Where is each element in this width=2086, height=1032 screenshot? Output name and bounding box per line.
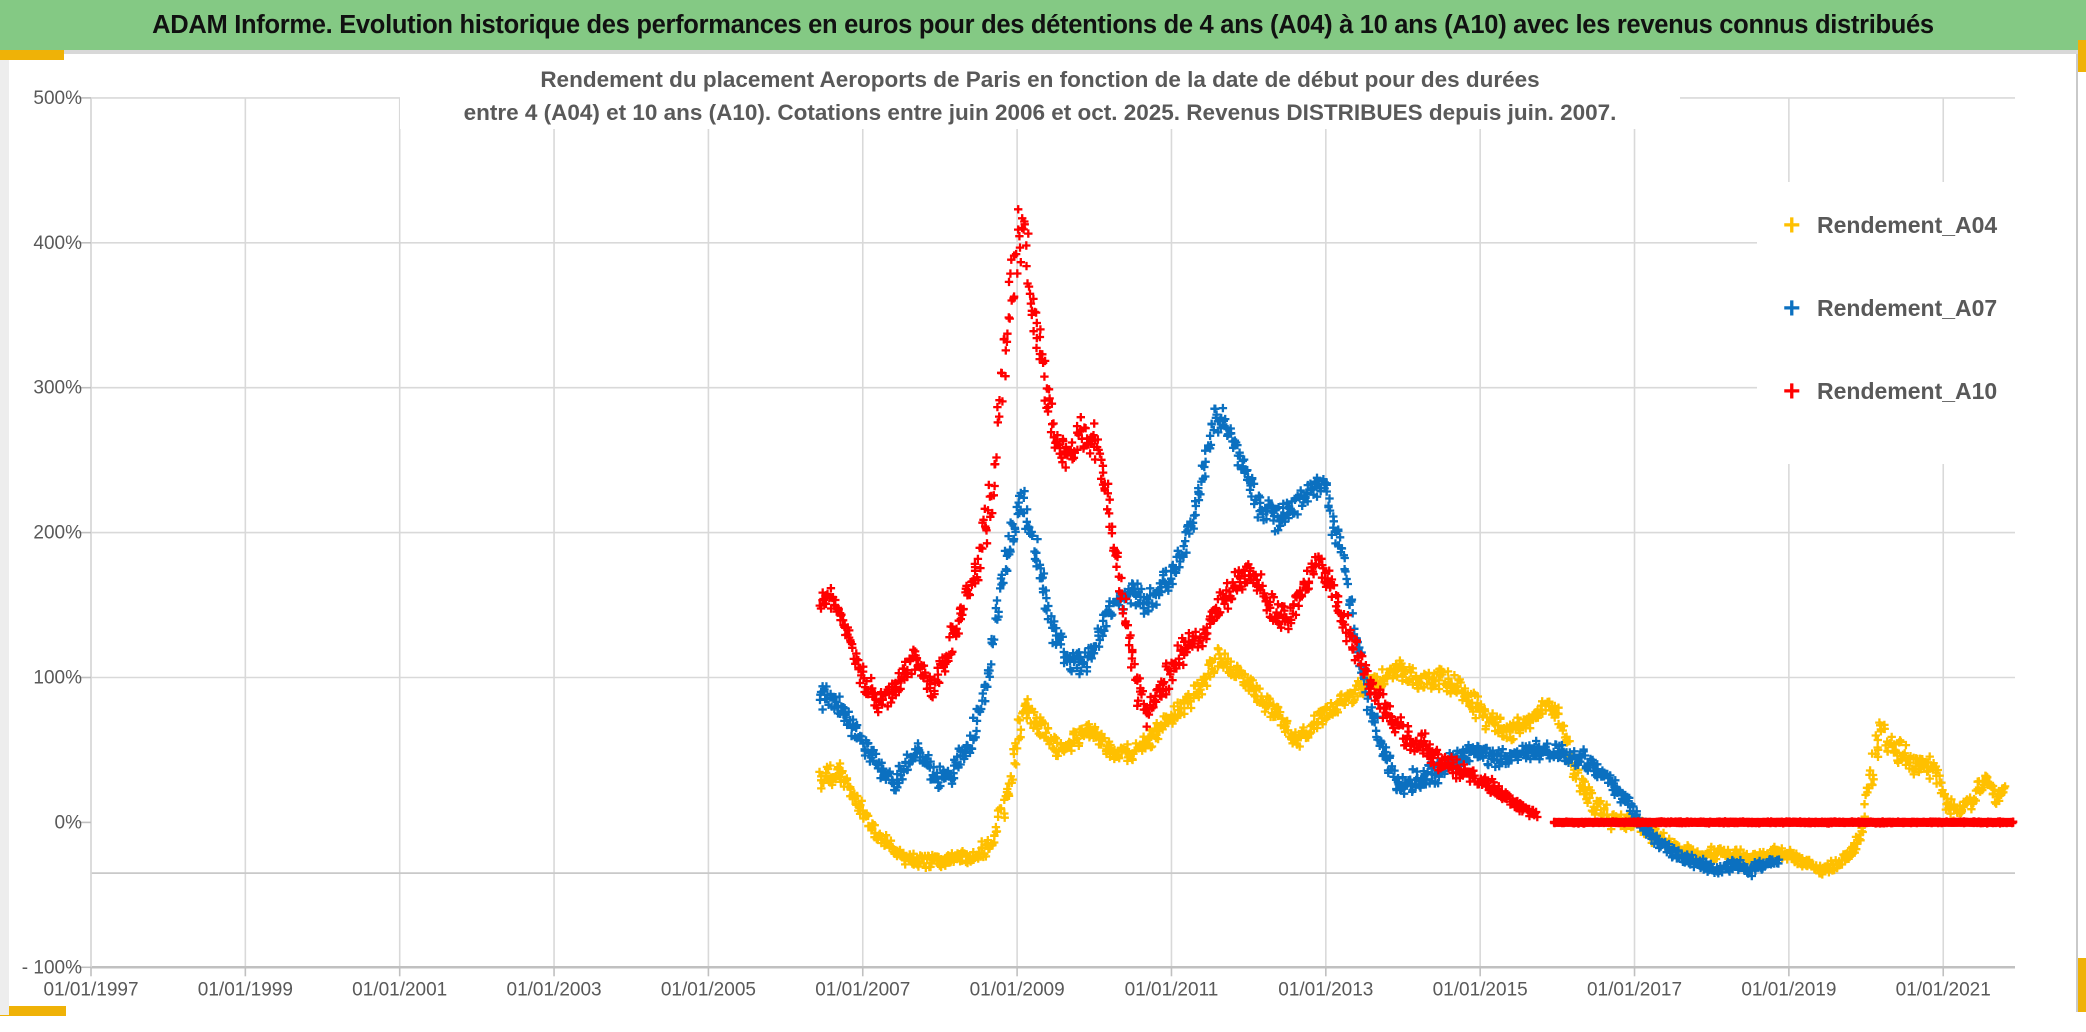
x-tick-label: 01/01/2003 [507,979,602,1000]
right-edge-line [2076,54,2078,1012]
x-tick-label: 01/01/2007 [815,979,910,1000]
scatter-series-Rendement_A10 [815,205,1542,822]
x-tick-label: 01/01/2021 [1896,979,1991,1000]
x-tick-label: 01/01/2011 [1125,979,1219,1000]
y-tick-label: 200% [33,523,82,544]
legend-item-a10[interactable]: + Rendement_A10 [1757,350,2069,433]
plus-marker-icon: + [1783,208,1801,242]
banner-shadow [0,50,2086,54]
scatter-series-Rendement_A04 [815,644,2010,879]
scatter-series-a10-flat-zero [1549,817,2018,828]
page-title: ADAM Informe. Evolution historique des p… [152,10,1934,39]
y-tick-label: 400% [33,233,82,254]
x-tick-label: 01/01/2017 [1587,979,1682,1000]
chart-legend: + Rendement_A04 + Rendement_A07 + Rendem… [1757,182,2069,464]
x-tick-label: 01/01/2005 [661,979,756,1000]
y-tick-label: 0% [55,812,83,833]
legend-item-a07[interactable]: + Rendement_A07 [1757,267,2069,350]
accent-bar-top-left [0,50,64,60]
x-tick-label: 01/01/1999 [198,979,293,1000]
y-tick-label: 300% [33,378,82,399]
scatter-series-Rendement_A07 [815,403,1784,881]
header-banner: ADAM Informe. Evolution historique des p… [0,0,2086,50]
legend-label: Rendement_A04 [1817,212,1998,238]
left-edge-strip [0,60,9,1015]
x-tick-label: 01/01/2009 [970,979,1065,1000]
x-tick-label: 01/01/2001 [352,979,447,1000]
x-tick-label: 01/01/2015 [1433,979,1528,1000]
x-tick-label: 01/01/2013 [1278,979,1373,1000]
y-tick-label: 500% [33,88,82,109]
y-tick-label: 100% [33,668,82,689]
legend-item-a04[interactable]: + Rendement_A04 [1757,184,2069,267]
x-tick-label: 01/01/2019 [1741,979,1836,1000]
plus-marker-icon: + [1783,291,1801,325]
chart-title-line2: entre 4 (A04) et 10 ans (A10). Cotations… [463,100,1617,125]
chart-title: Rendement du placement Aeroports de Pari… [400,63,1680,129]
x-tick-label: 01/01/1997 [43,979,138,1000]
legend-label: Rendement_A10 [1817,378,1998,404]
y-tick-label: - 100% [22,957,82,978]
accent-bar-bottom-left [0,1006,66,1016]
accent-bar-top-right [2078,40,2086,72]
legend-label: Rendement_A07 [1817,295,1998,321]
plus-marker-icon: + [1783,374,1801,408]
accent-bar-bottom-right [2078,958,2086,1012]
chart-title-line1: Rendement du placement Aeroports de Pari… [540,67,1540,92]
